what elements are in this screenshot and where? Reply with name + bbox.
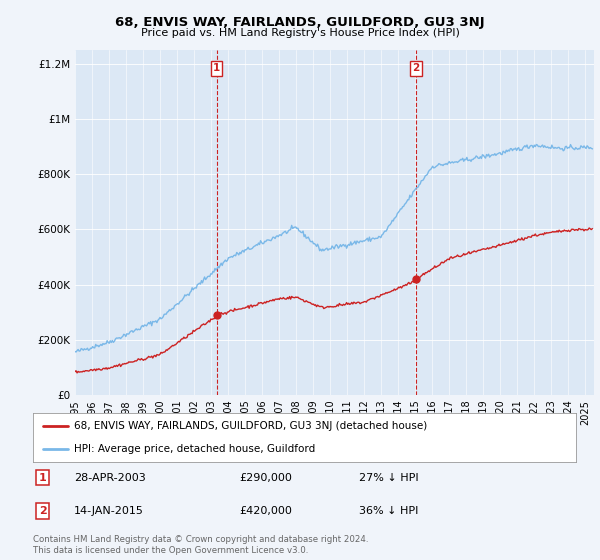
Text: 2: 2 (412, 63, 419, 73)
Text: 68, ENVIS WAY, FAIRLANDS, GUILDFORD, GU3 3NJ: 68, ENVIS WAY, FAIRLANDS, GUILDFORD, GU3… (115, 16, 485, 29)
Text: 14-JAN-2015: 14-JAN-2015 (74, 506, 143, 516)
Text: 68, ENVIS WAY, FAIRLANDS, GUILDFORD, GU3 3NJ (detached house): 68, ENVIS WAY, FAIRLANDS, GUILDFORD, GU3… (74, 421, 427, 431)
Text: Price paid vs. HM Land Registry's House Price Index (HPI): Price paid vs. HM Land Registry's House … (140, 28, 460, 38)
Text: 1: 1 (39, 473, 47, 483)
Text: HPI: Average price, detached house, Guildford: HPI: Average price, detached house, Guil… (74, 444, 315, 454)
Text: 2: 2 (39, 506, 47, 516)
Text: £420,000: £420,000 (239, 506, 292, 516)
Text: Contains HM Land Registry data © Crown copyright and database right 2024.
This d: Contains HM Land Registry data © Crown c… (33, 535, 368, 555)
Text: 28-APR-2003: 28-APR-2003 (74, 473, 145, 483)
Text: 27% ↓ HPI: 27% ↓ HPI (359, 473, 418, 483)
Text: 1: 1 (213, 63, 220, 73)
Text: £290,000: £290,000 (239, 473, 292, 483)
Text: 36% ↓ HPI: 36% ↓ HPI (359, 506, 418, 516)
